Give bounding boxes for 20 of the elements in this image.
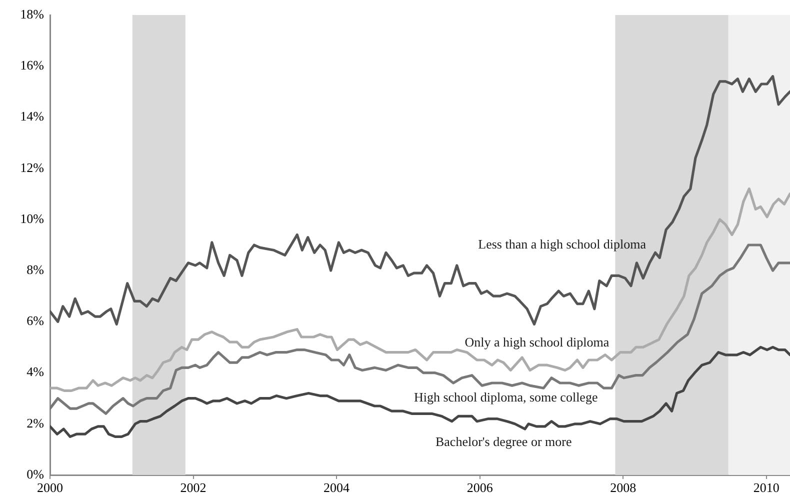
- y-tick-label: 14%: [20, 108, 44, 124]
- x-tick-label: 2004: [324, 480, 350, 496]
- x-tick-label: 2008: [610, 480, 636, 496]
- series-label: Only a high school diploma: [464, 334, 610, 350]
- y-tick-label: 18%: [20, 6, 44, 22]
- series-label: High school diploma, some college: [414, 390, 598, 405]
- y-tick-label: 8%: [26, 262, 44, 277]
- x-tick-label: 2000: [37, 480, 63, 496]
- y-tick-label: 12%: [20, 160, 44, 175]
- x-tick-label: 2002: [180, 480, 206, 496]
- x-tick-label: 2006: [466, 480, 494, 496]
- y-tick-label: 6%: [26, 313, 44, 328]
- series-label: Less than a high school diploma: [478, 236, 646, 252]
- y-tick-label: 10%: [20, 210, 44, 226]
- y-tick-label: 4%: [26, 364, 44, 380]
- series-label: Bachelor's degree or more: [435, 434, 572, 450]
- y-tick-label: 2%: [26, 415, 44, 430]
- x-tick-label: 2010: [753, 480, 780, 496]
- y-tick-label: 0%: [26, 466, 44, 482]
- y-tick-label: 16%: [20, 58, 44, 73]
